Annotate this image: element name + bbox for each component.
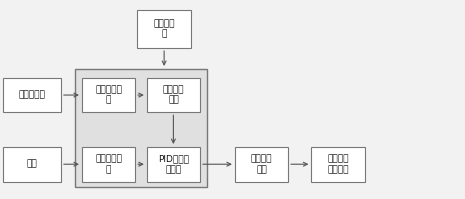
Bar — [147, 78, 200, 112]
Bar — [311, 147, 365, 181]
Bar — [235, 147, 288, 181]
Bar — [82, 78, 135, 112]
Bar — [147, 147, 200, 181]
Bar — [3, 147, 61, 181]
Text: 温度调节
控制单元: 温度调节 控制单元 — [327, 154, 349, 174]
Text: 液晶显示屏: 液晶显示屏 — [19, 91, 46, 100]
Bar — [75, 69, 207, 187]
Text: 调功调压
模块: 调功调压 模块 — [251, 154, 272, 174]
Bar — [138, 10, 191, 48]
Text: 温度传感
器: 温度传感 器 — [153, 19, 175, 39]
Text: 串行通信模
块: 串行通信模 块 — [95, 154, 122, 174]
Text: 温度采集
模块: 温度采集 模块 — [163, 85, 184, 105]
Bar — [3, 78, 61, 112]
Text: 键盘: 键盘 — [27, 160, 37, 169]
Text: PID算法控
制单元: PID算法控 制单元 — [158, 154, 189, 174]
Bar — [82, 147, 135, 181]
Text: 并行通信模
块: 并行通信模 块 — [95, 85, 122, 105]
